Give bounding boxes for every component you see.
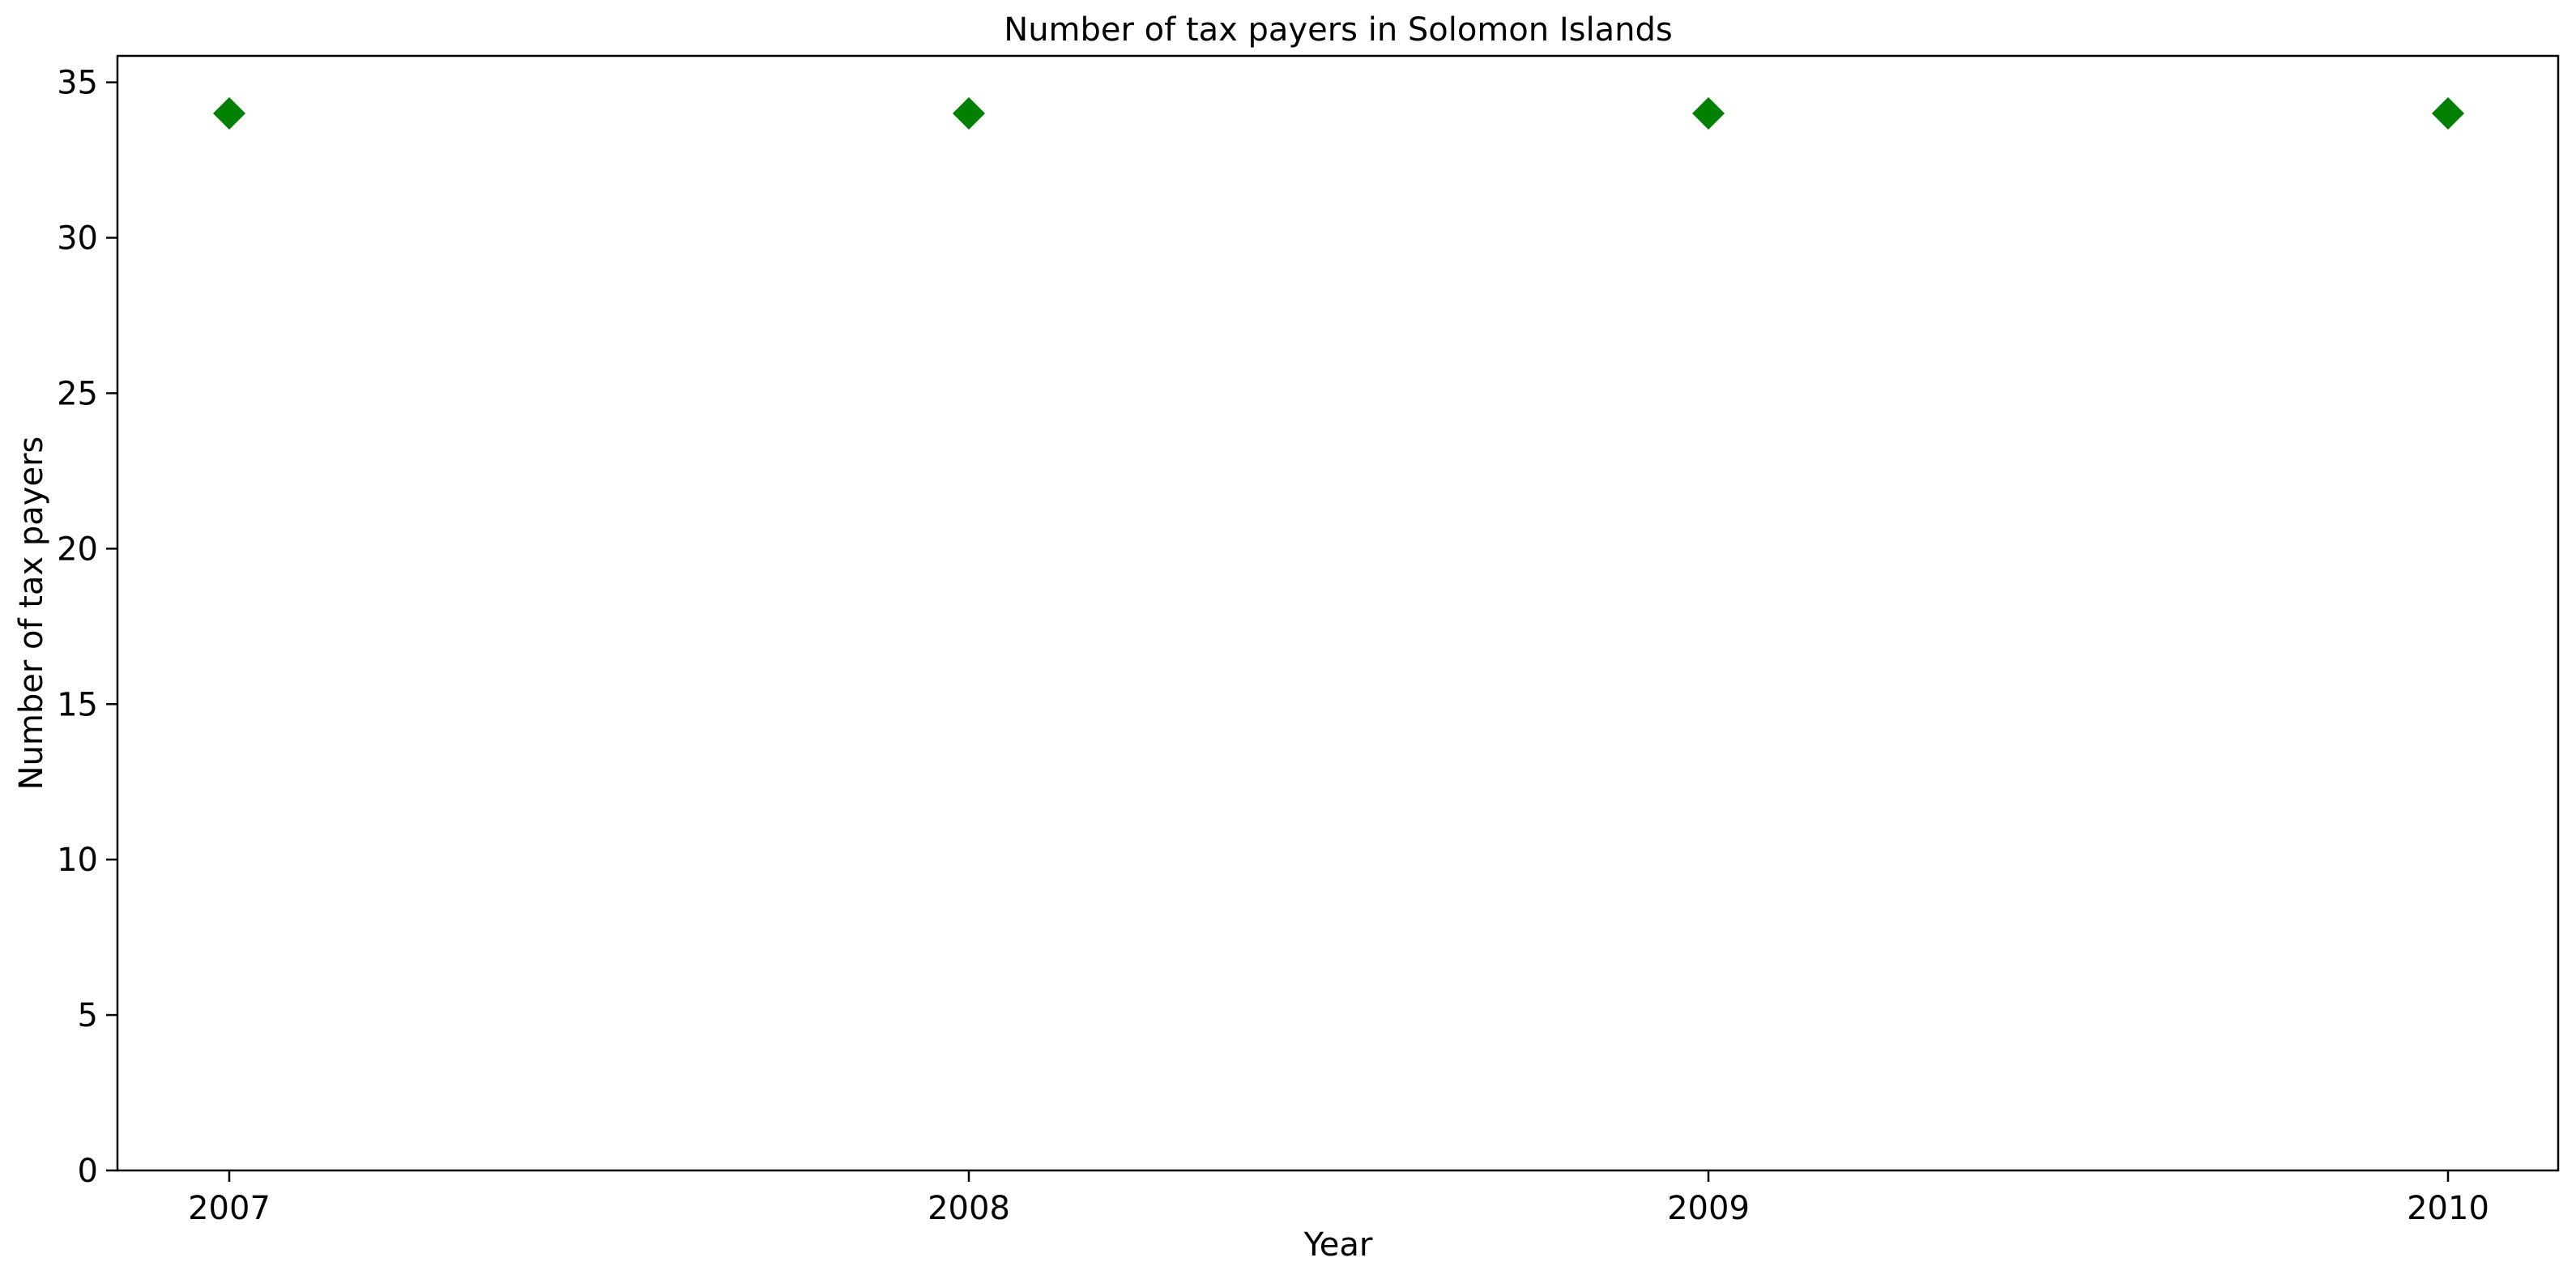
y-tick-label: 0 (78, 1153, 98, 1190)
data-point (2432, 97, 2464, 130)
y-tick-label: 35 (57, 65, 98, 102)
chart-title: Number of tax payers in Solomon Islands (1004, 11, 1672, 49)
x-axis: 2007 2008 2009 2010 (188, 1170, 2489, 1227)
y-tick-label: 5 (78, 997, 98, 1034)
y-tick-label: 30 (57, 220, 98, 258)
x-tick-label: 2008 (928, 1190, 1010, 1227)
y-tick-label: 20 (57, 531, 98, 568)
y-tick-label: 15 (57, 686, 98, 723)
x-tick-label: 2009 (1667, 1190, 1750, 1227)
plot-area: 0 5 10 15 20 25 30 35 2007 2008 2009 2010 (57, 54, 2560, 1227)
y-axis: 0 5 10 15 20 25 30 35 (57, 65, 117, 1190)
data-point (953, 97, 985, 130)
x-axis-label: Year (1303, 1226, 1373, 1264)
plot-frame (116, 54, 2560, 1172)
data-point (1692, 97, 1725, 130)
data-series (213, 97, 2464, 130)
data-point (213, 97, 245, 130)
y-axis-label: Number of tax payers (13, 437, 50, 791)
x-tick-label: 2007 (188, 1190, 271, 1227)
y-tick-label: 10 (57, 842, 98, 879)
y-tick-label: 25 (57, 375, 98, 412)
x-tick-label: 2010 (2407, 1190, 2489, 1227)
